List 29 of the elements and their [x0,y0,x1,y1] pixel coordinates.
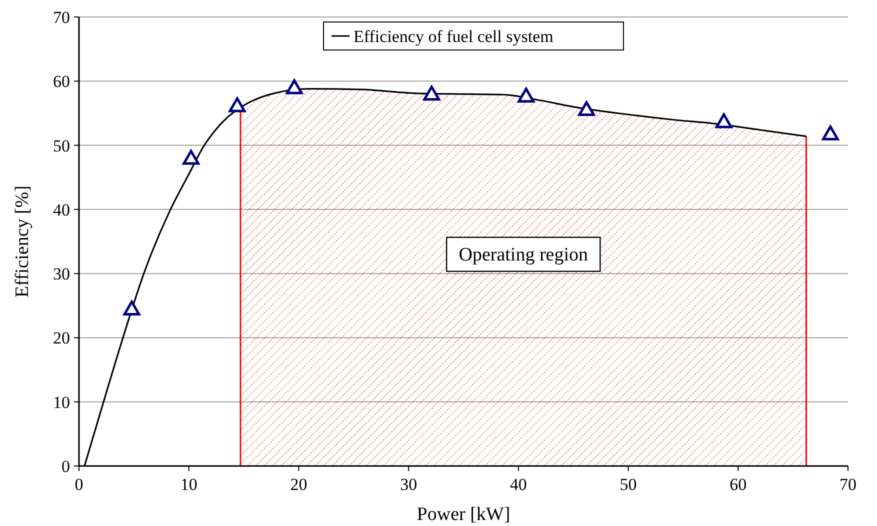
y-tick-label: 0 [62,457,70,476]
y-tick-label: 50 [53,136,70,156]
point [715,113,732,128]
point [423,86,440,101]
x-tick-label: 20 [290,475,308,494]
point [578,101,595,116]
point [123,300,140,316]
y-tick-label: 40 [53,200,70,220]
x-tick-label: 10 [180,475,198,494]
point [518,88,535,103]
x-tick-label: 70 [840,475,856,494]
band-label: Operating region [458,244,588,266]
x-tick-label: 60 [730,475,747,494]
y-tick-label: 70 [53,8,70,27]
y-tick-label: 60 [53,72,70,92]
x-tick-label: 50 [620,475,637,494]
point [286,79,303,94]
legend-label: Efficiency of fuel cell system [354,27,554,46]
y-tick-label: 20 [53,328,70,348]
x-tick-label: 30 [400,475,418,494]
point [822,125,839,140]
x-tick-label: 40 [510,475,527,494]
x-tick-label: 0 [74,475,84,494]
x-axis-title: Power [kW] [416,504,510,525]
point [182,150,200,165]
y-axis-title: Efficiency [%] [12,185,33,298]
y-tick-label: 30 [53,264,70,284]
y-tick-label: 10 [53,392,70,412]
point [228,97,246,112]
